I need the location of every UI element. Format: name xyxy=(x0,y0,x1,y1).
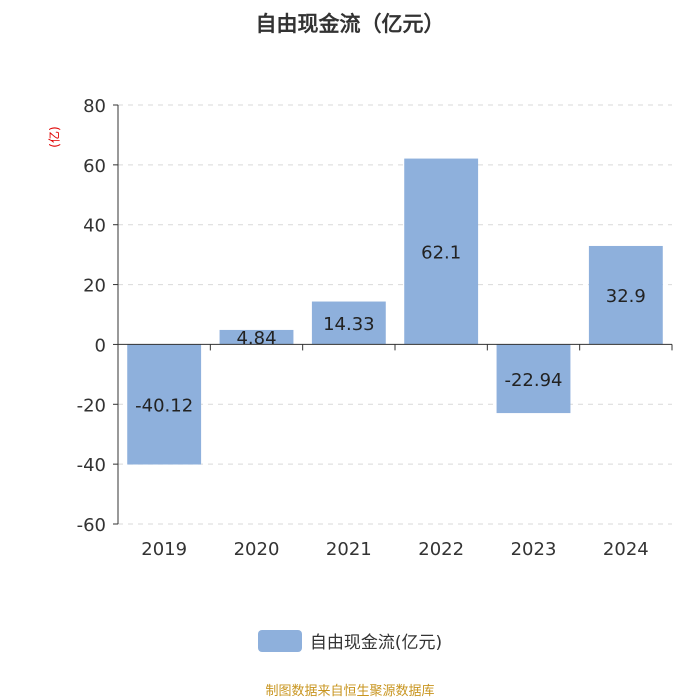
data-label: 32.9 xyxy=(606,286,646,307)
data-label: 62.1 xyxy=(421,243,461,264)
x-tick-label: 2021 xyxy=(326,539,372,560)
legend-swatch xyxy=(257,629,302,652)
y-tick-label: 20 xyxy=(83,276,106,297)
bar xyxy=(404,158,479,345)
legend[interactable]: 自由现金流(亿元) xyxy=(0,628,700,653)
y-tick-label: -60 xyxy=(77,515,106,536)
y-tick-label: 80 xyxy=(83,96,106,117)
bar xyxy=(127,344,202,465)
data-label: -40.12 xyxy=(135,395,193,416)
y-tick-label: 0 xyxy=(95,335,106,356)
x-tick-label: 2023 xyxy=(511,539,557,560)
source-note: 制图数据来自恒生聚源数据库 xyxy=(265,684,435,699)
bar xyxy=(219,329,294,345)
bar xyxy=(311,301,386,345)
chart-title: 自由现金流（亿元） xyxy=(255,12,445,36)
x-tick-label: 2019 xyxy=(141,539,187,560)
data-label: 4.84 xyxy=(236,328,276,349)
data-label: 14.33 xyxy=(323,314,375,335)
bar xyxy=(496,344,571,414)
data-label: -22.94 xyxy=(504,370,562,391)
bar xyxy=(588,245,663,345)
y-tick-label: 40 xyxy=(83,216,106,237)
x-tick-label: 2020 xyxy=(234,539,280,560)
y-tick-label: -20 xyxy=(77,395,106,416)
x-tick-label: 2022 xyxy=(418,539,464,560)
x-tick-label: 2024 xyxy=(603,539,649,560)
y-tick-label: 60 xyxy=(83,156,106,177)
legend-label: 自由现金流(亿元) xyxy=(309,633,443,653)
y-tick-label: -40 xyxy=(77,455,106,476)
